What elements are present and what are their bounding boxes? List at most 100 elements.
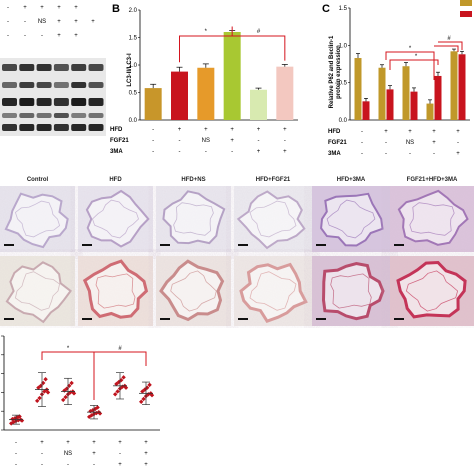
data-point: [115, 389, 120, 394]
hist-label-fgf21-hfd-3ma: FGF21+HFD+3MA: [406, 177, 458, 183]
bar: [378, 67, 386, 120]
data-point: [141, 396, 146, 402]
row-sign: -: [284, 138, 286, 144]
row-sign: -: [93, 462, 95, 468]
panel-b-ylabel: LC3-II/LC3-I: [127, 53, 133, 87]
row-sign: -: [15, 462, 17, 468]
row-sign: -: [409, 151, 411, 157]
row-label: HFD: [328, 129, 341, 135]
row-sign: -: [179, 138, 181, 144]
scale-bar: [82, 318, 92, 320]
sig-mark: *: [415, 54, 418, 60]
row-sign: +: [432, 129, 436, 135]
data-point: [89, 413, 94, 418]
panel-c-axis: 0.0 0.5 1.0 1.5: [339, 6, 470, 124]
panel-d-significance: * #: [41, 346, 147, 400]
histology-image: [156, 256, 231, 326]
vessel-inner-wall: [405, 270, 459, 312]
sig-bracket: [385, 51, 435, 80]
panel-b-significance: * #: [179, 26, 286, 63]
histology-grid: [0, 186, 474, 326]
data-point: [19, 418, 25, 423]
vessel-inner-wall: [95, 273, 136, 309]
row-label: FGF21: [328, 140, 347, 146]
panel-a-sign: -: [7, 5, 9, 11]
row-sign: +: [230, 138, 234, 144]
sig-bracket: [434, 45, 459, 52]
row-sign: -: [385, 140, 387, 146]
row-sign: +: [92, 440, 96, 446]
data-point: [116, 379, 121, 385]
panel-c-letter: C: [322, 3, 330, 15]
y-tick-label: 0.0: [129, 118, 138, 124]
histology-image: [312, 186, 390, 252]
vessel-outline: [5, 261, 72, 324]
bar: [362, 101, 370, 120]
panel-c-significance: ** #: [385, 36, 463, 80]
row-sign: -: [152, 138, 154, 144]
sig-bracket: [41, 351, 95, 400]
row-sign: +: [178, 127, 182, 133]
row-sign: -: [205, 149, 207, 155]
y-tick-label: 0.0: [339, 118, 348, 124]
blot-band: [36, 113, 52, 118]
data-point: [71, 391, 77, 396]
sig-bracket: [232, 35, 286, 61]
row-sign: +: [384, 129, 388, 135]
panel-b-condition-rows: HFD - + + + + + FGF21 - - NS + - - 3MA - - - - + +: [110, 127, 287, 155]
y-tick-label: 2.0: [129, 8, 138, 14]
vessel-inner-wall: [14, 200, 61, 238]
bar: [250, 89, 267, 120]
sig-mark: *: [205, 29, 208, 35]
blot-band: [53, 124, 69, 131]
histology-image: [390, 186, 474, 252]
panel-a-sign: +: [91, 19, 95, 25]
panel-c-ylabel-line1: Relative P62 and Beclin-1: [329, 35, 335, 108]
row-sign: NS: [406, 140, 414, 146]
data-point: [10, 416, 15, 422]
blot-band: [88, 124, 104, 131]
panel-a-sign: +: [74, 33, 78, 39]
row-sign: -: [361, 140, 363, 146]
data-point: [147, 382, 152, 388]
scale-bar: [4, 244, 14, 246]
histology-image: [78, 256, 153, 326]
panel-b-letter: B: [112, 3, 120, 15]
row-sign: +: [118, 440, 122, 446]
blot-band: [36, 98, 52, 106]
blot-band: [19, 124, 35, 131]
blot-band: [2, 98, 17, 106]
scale-bar: [394, 318, 404, 320]
hist-label-hfd-fgf21: HFD+FGF21: [255, 177, 291, 183]
row-label: HFD: [110, 127, 123, 133]
vessel-inner-wall: [249, 200, 297, 238]
scale-bar: [394, 244, 404, 246]
panel-a-sign: -: [7, 19, 9, 25]
vessel-outline: [396, 260, 467, 319]
data-point: [63, 394, 68, 400]
y-tick-label: 1.0: [129, 63, 138, 69]
row-sign: -: [433, 151, 435, 157]
vessel-inner-wall: [409, 202, 455, 236]
vessel-inner-wall: [173, 202, 214, 236]
data-point: [61, 397, 66, 403]
panel-d-condition-rows: - + + + + + - - NS + - + - - - - + +: [15, 440, 148, 468]
data-point: [41, 380, 46, 386]
hist-label-hfd-3ma: HFD+3MA: [336, 177, 366, 183]
sig-mark: #: [447, 36, 451, 42]
blot-band: [2, 64, 17, 71]
hist-label-control: Control: [26, 177, 49, 183]
data-point: [139, 399, 144, 404]
hist-label-hfd: HFD: [109, 177, 122, 183]
bar: [458, 54, 466, 120]
bar: [402, 66, 410, 120]
sig-mark: #: [257, 29, 261, 35]
histology-image: [156, 186, 231, 252]
scale-bar: [238, 244, 248, 246]
data-point: [114, 381, 119, 387]
panel-d-points: [9, 372, 155, 426]
y-tick-label: 1.5: [339, 6, 348, 12]
scale-bar: [316, 318, 326, 320]
y-tick-label: 0.5: [129, 91, 138, 97]
panel-a-sign: +: [40, 5, 44, 11]
